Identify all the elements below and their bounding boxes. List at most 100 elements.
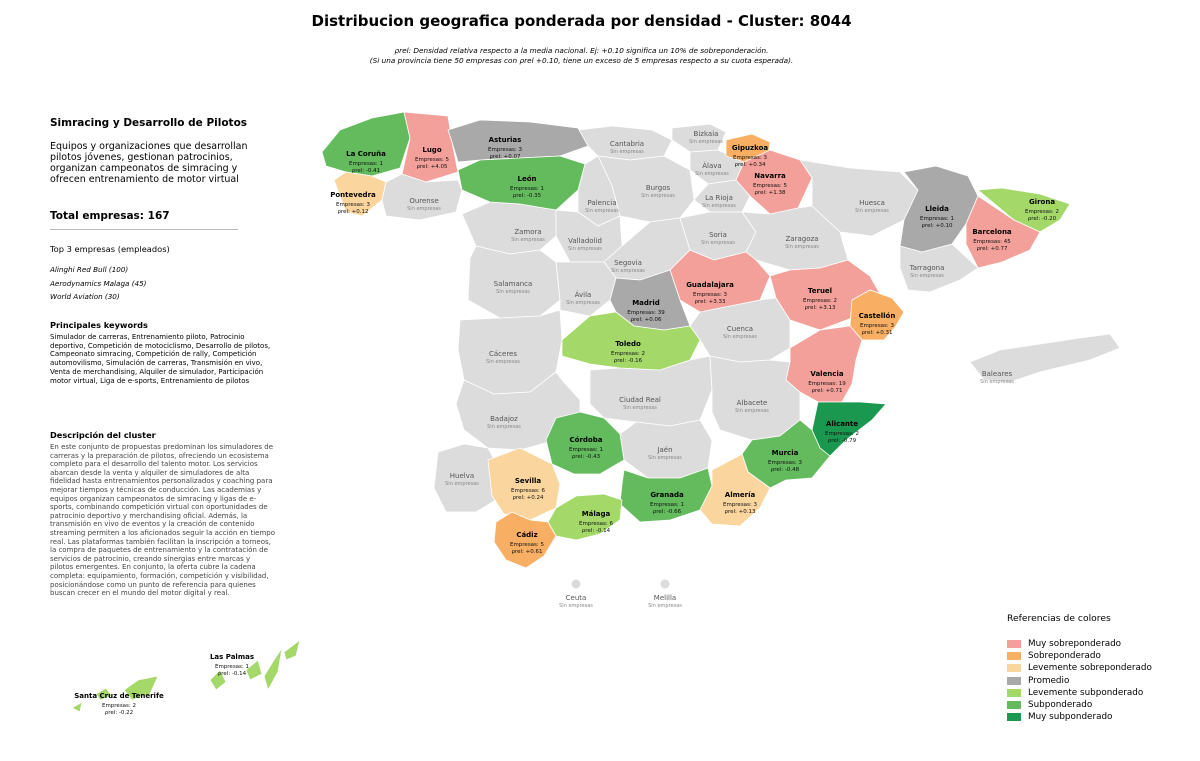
province-no-data: Sin empresas	[910, 273, 944, 279]
province-name: Lugo	[422, 146, 441, 154]
province-no-data: Sin empresas	[648, 603, 682, 609]
province-empresas: Empresas: 5	[510, 542, 545, 548]
province-name: Valladolid	[568, 237, 602, 245]
province-name: Teruel	[808, 287, 832, 295]
legend-label: Levemente subponderado	[1028, 687, 1144, 698]
province-no-data: Sin empresas	[585, 208, 619, 214]
province-empresas: Empresas: 1	[650, 502, 684, 508]
province-empresas: Empresas: 3	[488, 147, 523, 153]
legend-swatch	[1007, 652, 1021, 661]
cluster-summary: Equipos y organizaciones que desarrollan…	[50, 141, 248, 185]
province-rho: ρrel: +0.77	[977, 246, 1009, 252]
province-melilla	[660, 579, 670, 589]
province-empresas: Empresas: 6	[579, 521, 614, 527]
province-rho: ρrel: -0.79	[828, 438, 857, 444]
province-leon	[457, 155, 586, 211]
province-rho: ρrel: -0.16	[614, 358, 643, 364]
legend-swatch	[1007, 688, 1021, 697]
province-empresas: Empresas: 39	[627, 310, 665, 316]
legend-title: Referencias de colores	[1007, 613, 1111, 624]
province-name: Santa Cruz de Tenerife	[74, 692, 164, 700]
total-companies: Total empresas: 167	[50, 210, 170, 222]
province-rho: ρrel: -0.14	[218, 671, 247, 677]
province-no-data: Sin empresas	[611, 268, 645, 274]
province-rho: ρrel: +1.38	[755, 190, 787, 196]
province-name: Navarra	[754, 172, 786, 180]
province-name: Palencia	[588, 199, 617, 207]
legend-item: Subponderado	[1007, 699, 1152, 711]
province-no-data: Sin empresas	[980, 379, 1014, 385]
province-no-data: Sin empresas	[487, 424, 521, 430]
province-rho: ρrel: +0.06	[631, 317, 663, 323]
province-rho: ρrel: +0.31	[862, 330, 893, 336]
province-name: Lleida	[925, 205, 949, 213]
province-empresas: Empresas: 3	[693, 292, 728, 298]
province-name: Huesca	[859, 199, 885, 207]
top3-item: World Aviation (30)	[50, 292, 120, 301]
province-no-data: Sin empresas	[407, 206, 441, 212]
province-empresas: Empresas: 3	[768, 460, 803, 466]
province-name: Jaén	[656, 446, 672, 454]
province-name: Zamora	[514, 228, 541, 236]
divider	[50, 229, 238, 230]
legend-item: Levemente subponderado	[1007, 687, 1152, 699]
province-name: Sevilla	[515, 477, 542, 485]
province-no-data: Sin empresas	[511, 237, 545, 243]
province-empresas: Empresas: 2	[825, 431, 859, 437]
province-name: Toledo	[615, 340, 641, 348]
province-rho: ρrel: +0.34	[735, 162, 767, 168]
province-no-data: Sin empresas	[623, 405, 657, 411]
province-name: Alicante	[826, 420, 858, 428]
legend-label: Promedio	[1028, 675, 1070, 686]
top3-heading: Top 3 empresas (empleados)	[50, 244, 170, 254]
province-no-data: Sin empresas	[610, 149, 644, 155]
province-name: Badajoz	[490, 415, 518, 423]
province-lugo	[401, 111, 459, 183]
province-name: Salamanca	[494, 280, 533, 288]
province-name: La Rioja	[705, 194, 733, 202]
province-name: Barcelona	[972, 228, 1012, 236]
province-name: Huelva	[450, 472, 474, 480]
legend-item: Sobreponderado	[1007, 650, 1152, 662]
province-name: Cantabria	[610, 140, 644, 148]
province-no-data: Sin empresas	[496, 289, 530, 295]
province-name: Madrid	[632, 299, 660, 307]
legend-item: Promedio	[1007, 675, 1152, 687]
province-name: Córdoba	[570, 436, 603, 444]
province-name: Guadalajara	[686, 281, 734, 289]
province-name: Bizkaia	[694, 130, 719, 138]
province-empresas: Empresas: 3	[336, 202, 371, 208]
province-name: Soria	[709, 231, 727, 239]
province-santa-cruz-de-tenerife	[71, 675, 159, 713]
province-name: Almería	[725, 491, 756, 499]
province-name: Cádiz	[516, 531, 537, 539]
province-no-data: Sin empresas	[785, 244, 819, 250]
province-rho: ρrel: +0.13	[725, 509, 757, 515]
province-la-coruna	[321, 111, 411, 177]
province-name: Tarragona	[909, 264, 945, 272]
province-jaen	[619, 419, 713, 479]
province-rho: ρrel: -0.22	[105, 710, 133, 716]
province-no-data: Sin empresas	[568, 246, 602, 252]
province-no-data: Sin empresas	[855, 208, 889, 214]
province-empresas: Empresas: 1	[510, 186, 544, 192]
province-name: Burgos	[646, 184, 671, 192]
province-name: Baleares	[982, 370, 1013, 378]
color-legend: Referencias de colores Muy sobreponderad…	[1007, 613, 1152, 723]
subtitle-line-1: ρrel: Densidad relativa respecto a la me…	[394, 46, 769, 55]
province-name: Albacete	[737, 399, 768, 407]
province-no-data: Sin empresas	[695, 171, 729, 177]
legend-item: Muy subponderado	[1007, 711, 1152, 723]
province-no-data: Sin empresas	[641, 193, 675, 199]
legend-item: Muy sobreponderado	[1007, 638, 1152, 650]
top3-list: Alinghi Red Bull (100) Aerodynamics Mala…	[50, 263, 275, 304]
province-rho: ρrel: +0.07	[490, 154, 522, 160]
province-no-data: Sin empresas	[559, 603, 593, 609]
province-name: Melilla	[654, 594, 676, 602]
province-name: Ávila	[575, 290, 592, 299]
province-name: León	[517, 175, 536, 183]
province-name: Girona	[1029, 198, 1055, 206]
legend-swatch	[1007, 701, 1021, 710]
province-rho: ρrel: -0.66	[653, 509, 682, 515]
province-empresas: Empresas: 3	[723, 502, 758, 508]
